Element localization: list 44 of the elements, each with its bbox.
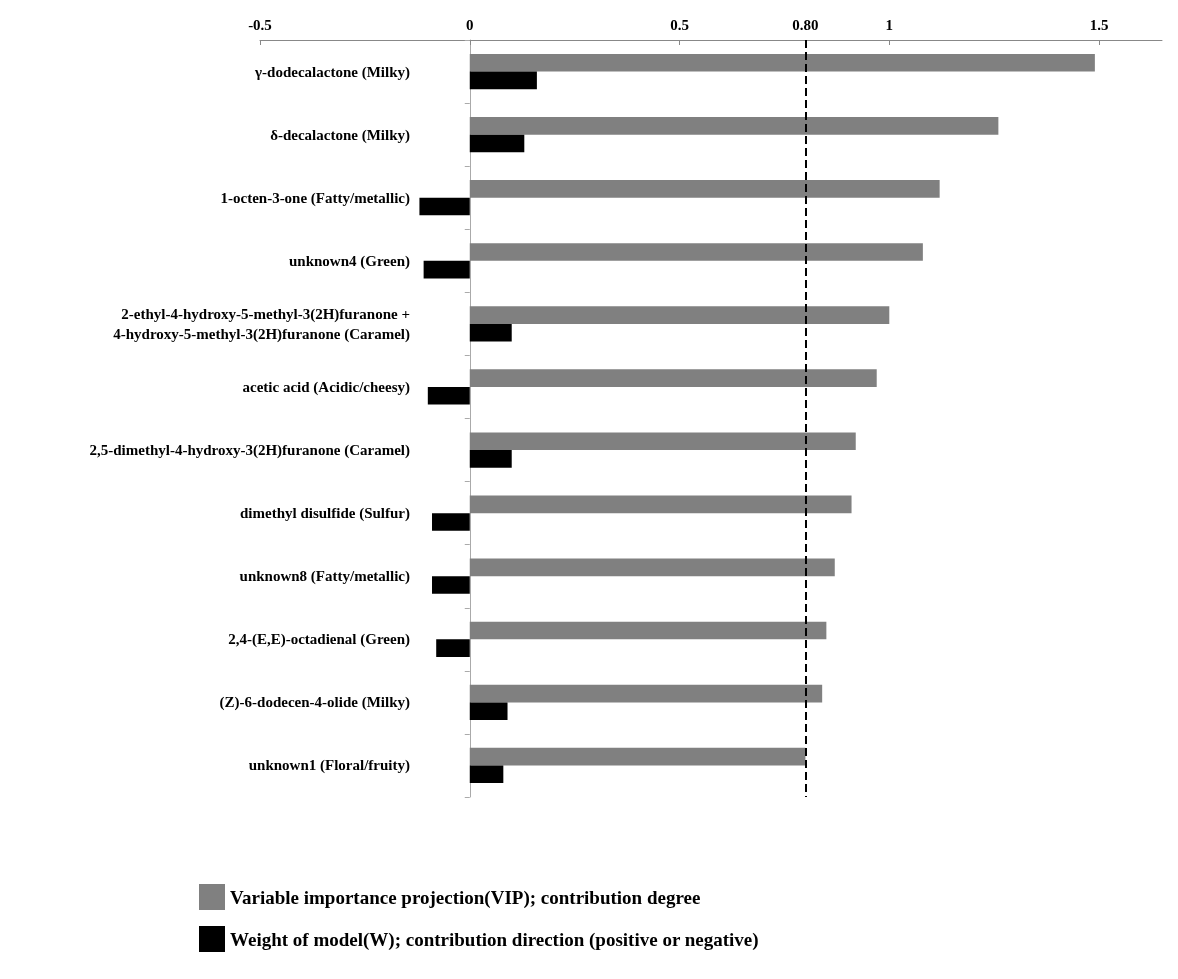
bar [432,576,470,594]
y-tick-label: 2-ethyl-4-hydroxy-5-methyl-3(2H)furanone + 4-hydroxy-5-methyl-3(2H)furanone (Caramel) [113,305,410,343]
bar [469,432,856,451]
x-tick-label: 0 [466,16,474,33]
x-tick-label: 1.5 [1089,16,1109,33]
bar [419,197,470,216]
y-tick-label: dimethyl disulfide (Sulfur) [239,505,410,523]
bar [469,306,890,324]
bar [469,71,537,90]
y-tick-label: δ-decalactone (Milky) [270,126,410,144]
bar [469,134,525,153]
y-tick-label: 2,5-dimethyl-4-hydroxy-3(2H)furanone (Caramel) [89,442,410,460]
y-tick-label: γ-dodecalactone (Milky) [254,63,410,81]
bar [469,323,512,342]
x-tick-label: 0.5 [670,16,689,33]
bar [469,53,1095,72]
bar [469,450,512,468]
y-tick-label: unknown8 (Fatty/metallic) [239,568,410,586]
y-tick-label: 2,4-(E,E)-octadienal (Green) [228,631,410,649]
y-tick-label: unknown4 (Green) [289,252,410,270]
x-tick-label: -0.5 [248,16,272,33]
bar [436,639,470,657]
y-tick-label: (Z)-6-dodecen-4-olide (Milky) [219,694,410,712]
bar [432,513,470,531]
legend-label: Variable importance projection(VIP); contribution degree [230,886,701,909]
bar [469,621,827,640]
legend-label: Weight of model(W); contribution direction (positive or negative) [230,928,759,951]
bar [469,180,940,198]
bar [427,386,470,405]
ref-line-label: 0.80 [792,16,819,33]
y-tick-label: unknown1 (Floral/fruity) [248,757,410,775]
bar [469,369,877,387]
y-tick-label: acetic acid (Acidic/cheesy) [242,378,410,396]
bar [469,765,504,784]
bar [469,243,923,261]
bar [469,495,852,514]
bar [469,558,835,577]
y-tick-label: 1-octen-3-one (Fatty/metallic) [220,189,410,207]
bar [423,260,470,279]
bar [469,116,999,135]
bar [469,684,823,703]
x-tick-label: 1 [885,16,894,33]
bar [469,702,508,721]
bar [469,747,806,766]
